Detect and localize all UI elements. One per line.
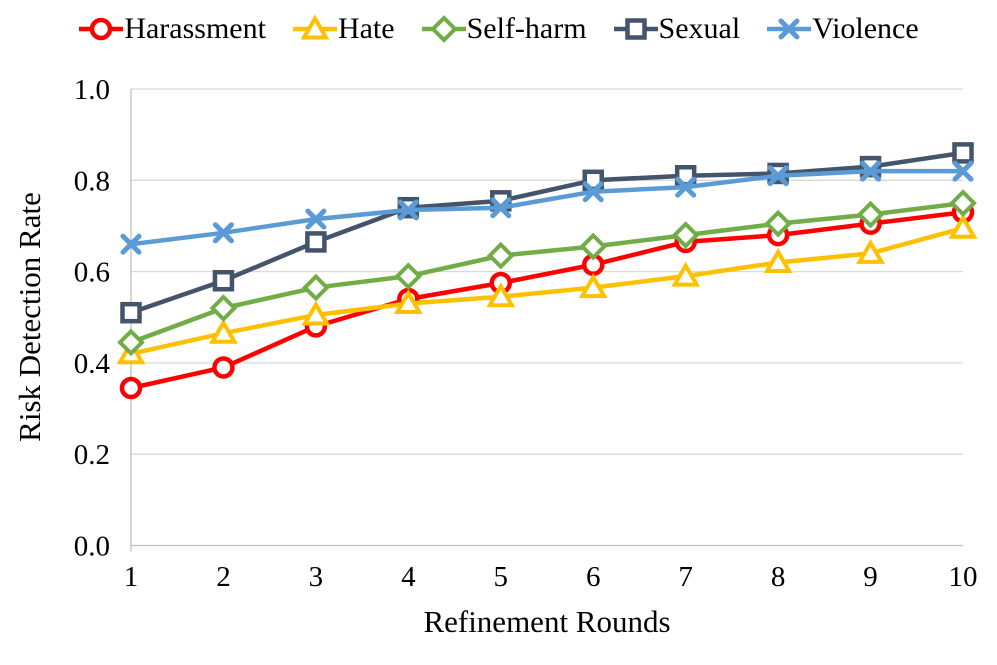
x-tick-label: 5 <box>494 561 509 593</box>
legend-label-hate: Hate <box>337 12 395 45</box>
violence-x-marker-icon <box>767 18 812 40</box>
y-axis-title: Risk Detection Rate <box>12 192 47 442</box>
diamond-marker-icon <box>429 15 458 43</box>
legend-label-sexual: Sexual <box>658 12 741 45</box>
legend-item-harassment: Harassment <box>78 14 266 44</box>
square-marker-icon <box>624 18 647 40</box>
x-tick-label: 4 <box>401 561 416 593</box>
triangle-marker-icon <box>856 238 886 264</box>
triangle-marker-icon <box>393 289 423 315</box>
diamond-marker-icon <box>302 273 330 302</box>
triangle-marker-icon <box>486 282 516 308</box>
circle-marker-icon <box>119 376 143 400</box>
legend-item-self-harm: Self-harm <box>421 14 587 44</box>
x-tick-label: 10 <box>949 561 978 593</box>
x-axis-title: Refinement Rounds <box>423 604 670 639</box>
legend-label-harassment: Harassment <box>124 12 266 45</box>
diamond-marker-icon <box>764 209 792 238</box>
circle-marker-icon <box>212 356 235 379</box>
diamond-marker-icon <box>486 241 515 270</box>
harassment-circle-marker-icon <box>79 17 124 41</box>
x-marker-icon <box>212 222 234 244</box>
x-marker-icon <box>767 165 789 187</box>
series-line <box>130 168 963 247</box>
series-line <box>130 150 964 315</box>
x-marker-icon <box>952 160 974 182</box>
x-tick-label: 2 <box>216 561 231 593</box>
triangle-marker-icon <box>300 15 330 40</box>
legend-label-self-harm: Self-harm <box>466 12 587 45</box>
square-marker-icon <box>120 301 142 324</box>
sexual-square-marker-icon <box>613 18 658 40</box>
diamond-marker-icon <box>856 200 885 229</box>
y-tick-label: 1.0 <box>74 74 110 106</box>
y-tick-label: 0.2 <box>74 439 110 471</box>
triangle-marker-icon <box>763 247 793 273</box>
x-marker-icon <box>305 208 327 230</box>
x-tick-label: 8 <box>771 561 786 593</box>
triangle-marker-icon <box>578 273 608 299</box>
x-marker-icon <box>490 197 512 219</box>
legend-item-sexual: Sexual <box>613 12 741 45</box>
legend-item-hate: Hate <box>292 14 395 44</box>
x-tick-label: 7 <box>678 561 693 593</box>
self-harm-diamond-marker-icon <box>421 15 466 43</box>
hate-triangle-marker-icon <box>292 15 337 40</box>
square-marker-icon <box>305 231 327 253</box>
series-line <box>130 226 964 356</box>
x-marker-icon <box>860 160 882 182</box>
series-line <box>130 200 964 345</box>
x-tick-label: 3 <box>309 561 324 593</box>
x-marker-icon <box>675 176 697 198</box>
diamond-marker-icon <box>671 221 700 249</box>
x-tick-label: 6 <box>586 561 601 593</box>
triangle-marker-icon <box>208 318 238 344</box>
legend: Harassment Hate Self-harm Sexual Violenc… <box>0 6 997 52</box>
triangle-marker-icon <box>671 261 701 287</box>
gridlines <box>130 88 963 552</box>
diamond-marker-icon <box>209 294 238 322</box>
series-self-harm <box>117 189 977 357</box>
series-violence <box>120 160 974 255</box>
series-hate <box>116 213 978 365</box>
legend-label-violence: Violence <box>812 12 919 45</box>
x-tick-label: 9 <box>863 561 878 593</box>
y-tick-label: 0.4 <box>74 348 111 380</box>
circle-marker-icon <box>90 17 113 41</box>
diamond-marker-icon <box>394 262 423 290</box>
series-layer <box>116 142 978 400</box>
diamond-marker-icon <box>579 232 608 261</box>
triangle-marker-icon <box>301 300 331 326</box>
triangle-marker-icon <box>948 213 978 239</box>
diamond-marker-icon <box>949 189 977 217</box>
series-line <box>130 210 964 391</box>
x-marker-icon <box>120 233 142 255</box>
x-tick-label: 1 <box>124 561 139 593</box>
x-marker-icon <box>582 181 604 203</box>
y-tick-label: 0.8 <box>74 165 110 197</box>
square-marker-icon <box>952 142 974 164</box>
diamond-marker-icon <box>117 328 145 357</box>
x-marker-icon <box>397 199 419 221</box>
square-marker-icon <box>212 269 235 292</box>
y-tick-label: 0.0 <box>74 531 110 563</box>
axis-tick-labels: 0.0 0.2 0.4 0.6 0.8 1.0 1 2 3 4 5 6 7 8 9 10 <box>74 74 978 593</box>
legend-item-violence: Violence <box>766 12 919 45</box>
x-marker-icon <box>778 18 800 40</box>
y-tick-label: 0.6 <box>74 257 110 289</box>
